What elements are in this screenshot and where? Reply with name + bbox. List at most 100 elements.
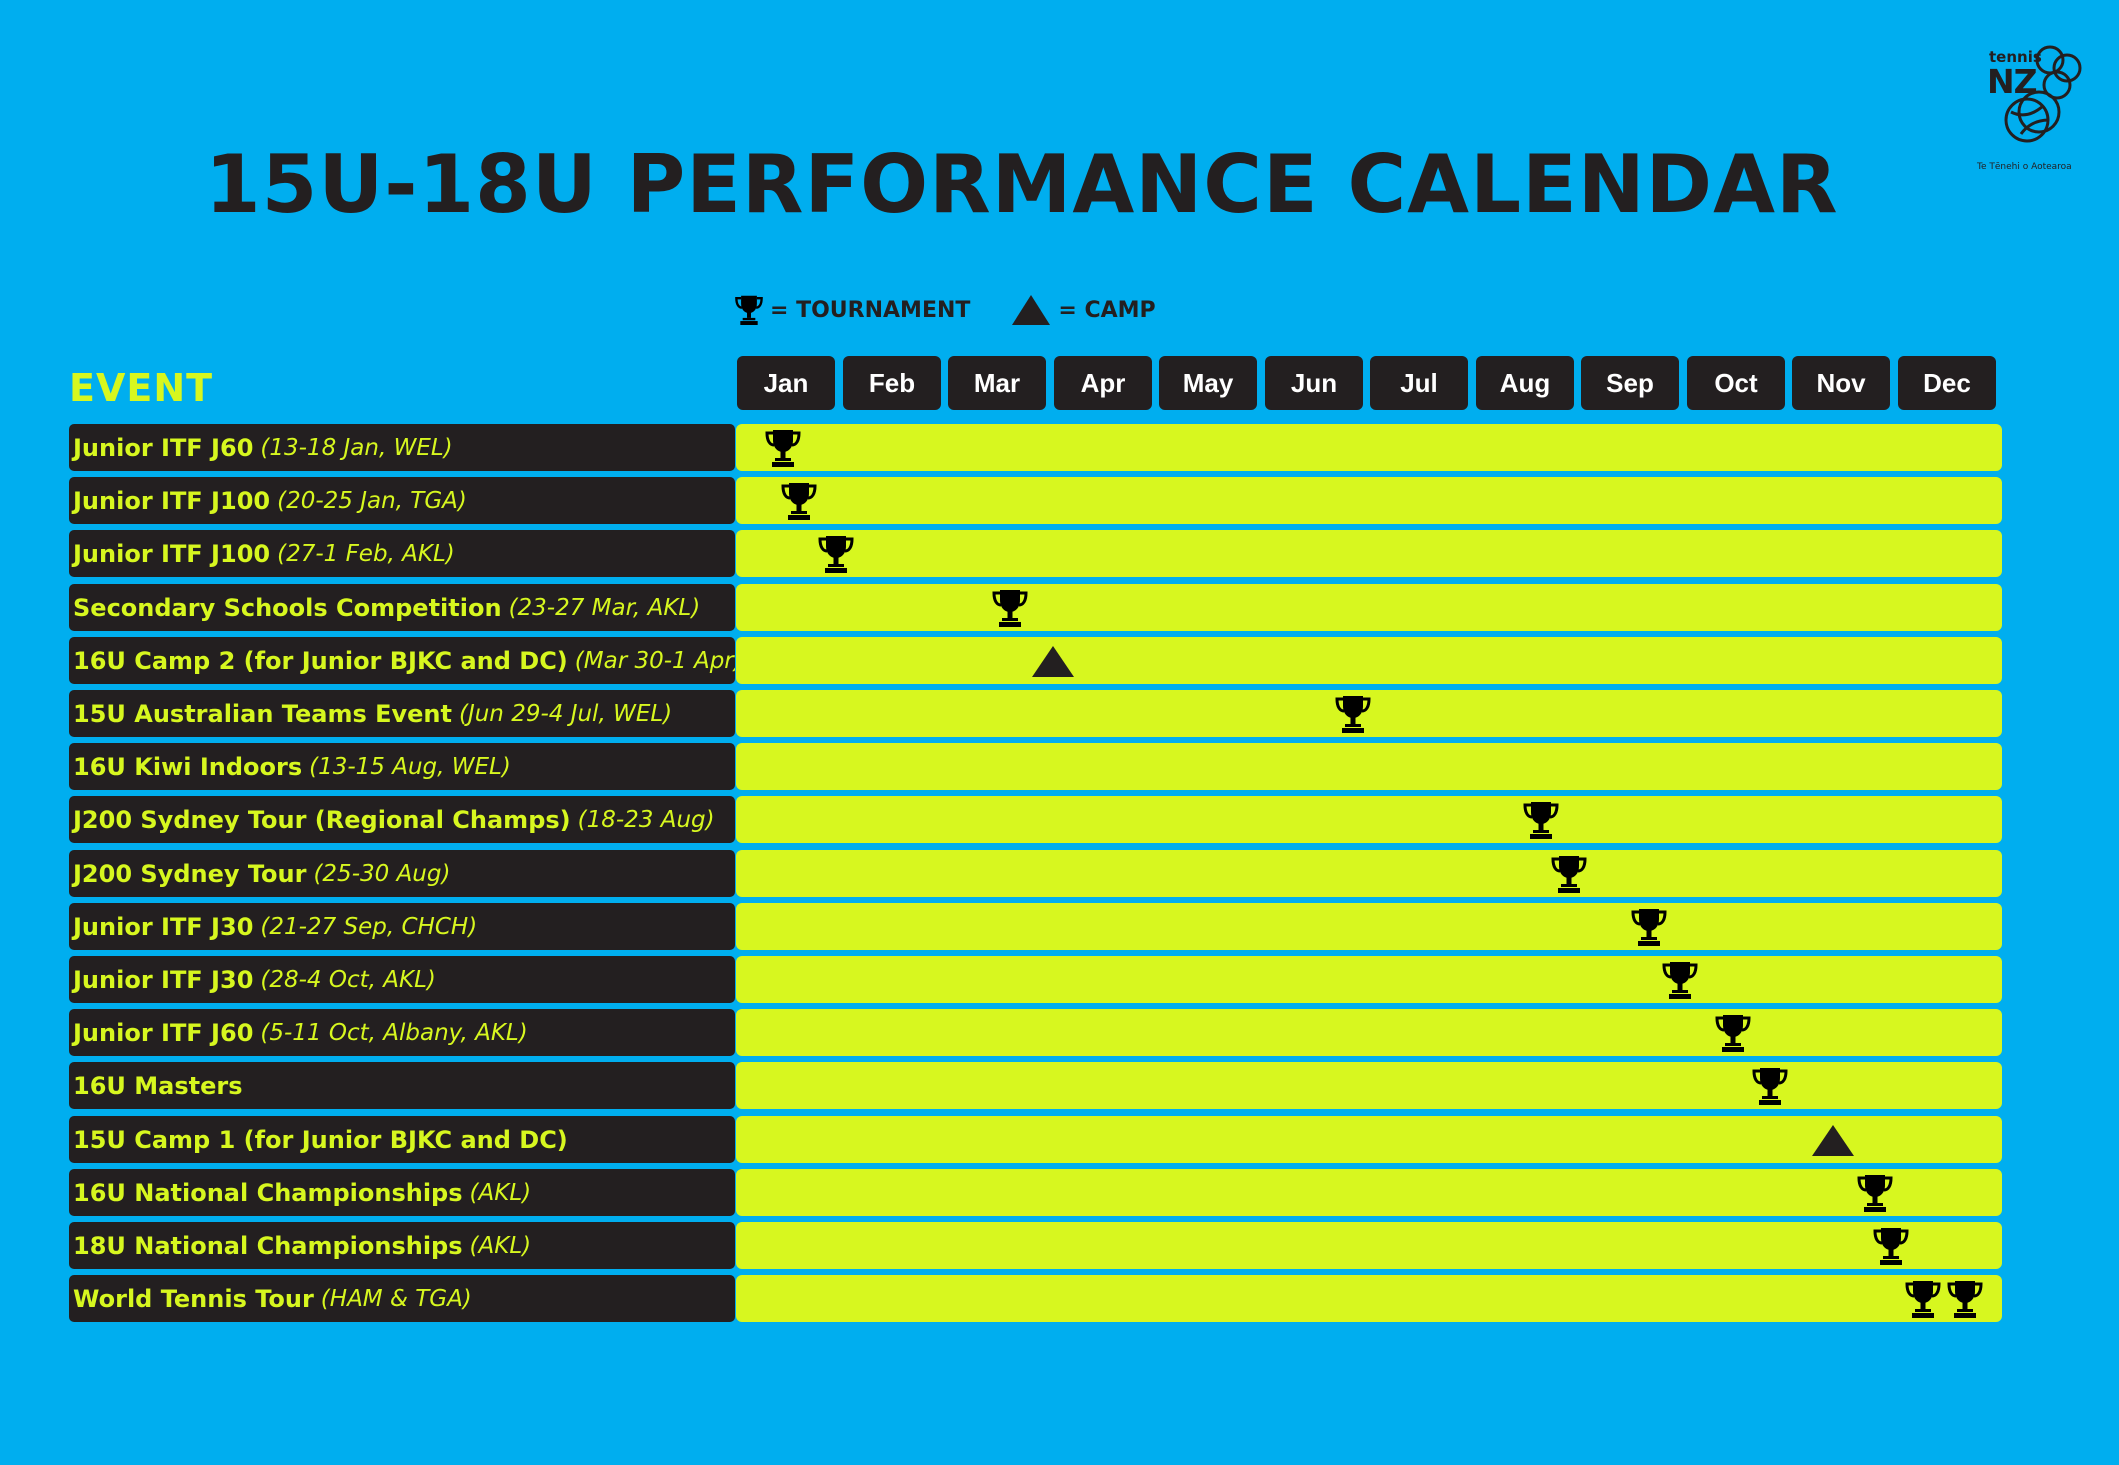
event-row: 16U Masters [69,1062,2002,1109]
legend-camp: = CAMP [1010,293,1156,327]
trophy-icon [735,295,763,325]
event-row: 16U Kiwi Indoors (13-15 Aug, WEL) [69,743,2002,790]
event-detail: (21-27 Sep, CHCH) [260,913,478,940]
trophy-marker-icon [817,534,855,574]
event-timeline-track [736,1062,2002,1109]
event-label: Junior ITF J30 (28-4 Oct, AKL) [69,956,735,1003]
event-name: 16U National Championships [73,1178,463,1207]
event-timeline-track [736,1009,2002,1056]
logo-small-text: tennis [1989,48,2042,66]
event-timeline-track [736,796,2002,843]
event-detail: (25-30 Aug) [313,860,451,887]
month-jun: Jun [1265,356,1363,410]
event-row: Junior ITF J60 (13-18 Jan, WEL) [69,424,2002,471]
event-detail: (18-23 Aug) [577,806,715,833]
page-title: 15U-18U PERFORMANCE CALENDAR [205,138,1839,231]
event-name: Junior ITF J60 [73,433,254,462]
trophy-marker-icon [1550,854,1588,894]
event-timeline-track [736,743,2002,790]
legend-tournament-label: = TOURNAMENT [770,297,971,323]
event-name: 15U Australian Teams Event [73,699,452,728]
month-header-row: Jan Feb Mar Apr May Jun Jul Aug Sep Oct Nov Dec [736,356,2002,410]
event-row: J200 Sydney Tour (Regional Champs) (18-23… [69,796,2002,843]
event-column-header: EVENT [69,366,214,410]
event-label: 16U National Championships (AKL) [69,1169,735,1216]
trophy-marker-icon [1856,1173,1894,1213]
event-label: Junior ITF J60 (13-18 Jan, WEL) [69,424,735,471]
trophy-marker-icon [991,588,1029,628]
event-label: Secondary Schools Competition (23-27 Mar,… [69,584,735,631]
event-detail: (AKL) [469,1232,532,1259]
event-name: Junior ITF J60 [73,1018,254,1047]
month-apr: Apr [1054,356,1152,410]
event-timeline-track [736,903,2002,950]
trophy-marker-icon [764,428,802,468]
month-dec: Dec [1898,356,1996,410]
event-label: 15U Camp 1 (for Junior BJKC and DC) [69,1116,735,1163]
event-timeline-track [736,956,2002,1003]
month-aug: Aug [1476,356,1574,410]
trophy-marker-icon [1872,1226,1910,1266]
legend: = TOURNAMENT = CAMP [734,292,1196,328]
event-name: J200 Sydney Tour [73,859,307,888]
month-jan: Jan [737,356,835,410]
event-timeline-track [736,1275,2002,1322]
event-detail: (13-18 Jan, WEL) [260,434,453,461]
event-row: Junior ITF J60 (5-11 Oct, Albany, AKL) [69,1009,2002,1056]
event-name: 16U Kiwi Indoors [73,752,303,781]
event-name: 15U Camp 1 (for Junior BJKC and DC) [73,1125,568,1154]
trophy-marker-icon [1904,1279,1942,1319]
event-name: 16U Camp 2 (for Junior BJKC and DC) [73,646,568,675]
event-detail: (13-15 Aug, WEL) [309,753,511,780]
event-row: Junior ITF J30 (21-27 Sep, CHCH) [69,903,2002,950]
event-timeline-track [736,1222,2002,1269]
event-timeline-track [736,584,2002,631]
event-row: Junior ITF J30 (28-4 Oct, AKL) [69,956,2002,1003]
event-label: J200 Sydney Tour (25-30 Aug) [69,850,735,897]
event-label: J200 Sydney Tour (Regional Champs) (18-23… [69,796,735,843]
event-label: World Tennis Tour (HAM & TGA) [69,1275,735,1322]
month-sep: Sep [1581,356,1679,410]
month-oct: Oct [1687,356,1785,410]
event-timeline-track [736,1116,2002,1163]
trophy-marker-icon [1751,1066,1789,1106]
event-row: 15U Australian Teams Event (Jun 29-4 Jul,… [69,690,2002,737]
event-timeline-track [736,424,2002,471]
event-label: Junior ITF J60 (5-11 Oct, Albany, AKL) [69,1009,735,1056]
month-jul: Jul [1370,356,1468,410]
event-name: Junior ITF J30 [73,912,254,941]
event-row: 18U National Championships (AKL) [69,1222,2002,1269]
event-detail: (Mar 30-1 Apr) [574,647,735,674]
event-name: Junior ITF J100 [73,539,271,568]
trophy-marker-icon [1522,800,1560,840]
event-timeline-track [736,477,2002,524]
event-row: World Tennis Tour (HAM & TGA) [69,1275,2002,1322]
event-row: 16U National Championships (AKL) [69,1169,2002,1216]
event-detail: (Jun 29-4 Jul, WEL) [458,700,673,727]
event-name: Secondary Schools Competition [73,593,502,622]
event-label: 16U Camp 2 (for Junior BJKC and DC) (Mar … [69,637,735,684]
logo-main-text: NZ [1987,62,2038,101]
event-timeline-track [736,637,2002,684]
tennis-nz-logo: tennis NZ Te Tēnehi o Aotearoa [1975,30,2095,180]
event-detail: (23-27 Mar, AKL) [508,594,701,621]
event-row: 16U Camp 2 (for Junior BJKC and DC) (Mar … [69,637,2002,684]
logo-tagline: Te Tēnehi o Aotearoa [1977,162,2072,172]
event-row: J200 Sydney Tour (25-30 Aug) [69,850,2002,897]
event-name: J200 Sydney Tour (Regional Champs) [73,805,571,834]
trophy-marker-icon [1334,694,1372,734]
trophy-marker-icon [1630,907,1668,947]
event-name: Junior ITF J100 [73,486,271,515]
event-name: 16U Masters [73,1071,243,1100]
legend-camp-label: = CAMP [1058,297,1156,323]
event-detail: (5-11 Oct, Albany, AKL) [260,1019,528,1046]
tennis-balls-icon [2004,45,2082,143]
month-feb: Feb [843,356,941,410]
event-timeline-track [736,850,2002,897]
event-detail: (27-1 Feb, AKL) [277,540,455,567]
camp-marker-icon [1810,1122,1856,1162]
trophy-marker-icon [780,481,818,521]
event-detail: (28-4 Oct, AKL) [260,966,436,993]
event-timeline-track [736,530,2002,577]
event-detail: (20-25 Jan, TGA) [277,487,467,514]
